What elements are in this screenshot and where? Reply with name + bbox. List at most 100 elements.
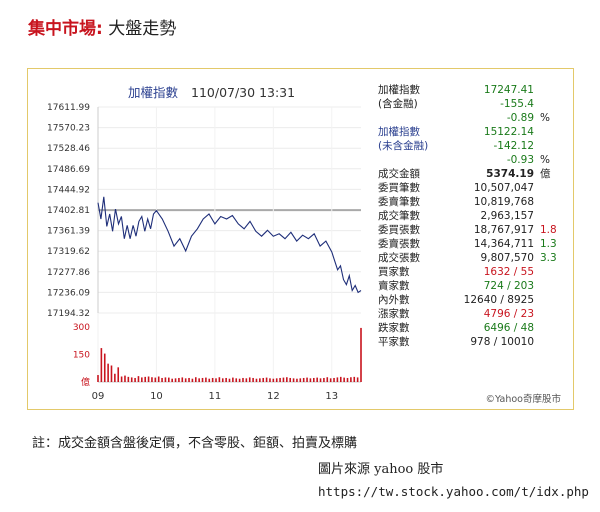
volume-bar — [184, 378, 187, 382]
volume-bar — [326, 377, 329, 382]
volume-bar — [208, 378, 211, 382]
stat-extra: 1.3 — [540, 238, 557, 250]
volume-bar — [329, 378, 332, 382]
stat-row: 買家數 1632 / 55 — [378, 265, 568, 279]
volume-bar — [107, 363, 109, 382]
volume-bar — [286, 377, 288, 382]
stat-value: 18,767,917 — [473, 224, 534, 236]
volume-bar — [299, 378, 302, 382]
stat-value: 978 / 10010 — [470, 336, 534, 348]
stat-label: 漲家數 — [378, 308, 410, 320]
stat-row: 漲家數 4796 / 23 — [378, 307, 568, 321]
index-line — [97, 196, 362, 294]
stat-row: 委賣張數 14,364,711 1.3 — [378, 237, 568, 251]
volume-bar — [302, 377, 305, 382]
volume-bar — [279, 377, 281, 382]
footnote: 註：成交金額含盤後定價，不含零股、鉅額、拍賣及標購 — [32, 436, 358, 451]
volume-bar — [316, 377, 318, 382]
stat-value: 10,507,047 — [473, 182, 534, 194]
stat-value: 9,807,570 — [480, 252, 534, 264]
stat-row: 加權指數 17247.41 — [378, 83, 568, 97]
volume-bar — [178, 377, 180, 382]
y-tick-label: 17528.46 — [47, 144, 90, 154]
y-tick-label: 17486.69 — [47, 165, 90, 175]
y-tick-label: 17194.32 — [47, 309, 90, 319]
stat-row: 成交張數 9,807,570 3.3 — [378, 251, 568, 265]
stat-value: 17247.41 — [483, 84, 534, 96]
stat-label: (未含金融) — [378, 140, 429, 152]
stat-extra: 3.3 — [540, 252, 557, 264]
stat-extra: % — [540, 154, 550, 166]
chart-panel: 加權指數 110/07/30 13:31 17611.99 17570.23 175… — [27, 68, 574, 410]
volume-bar — [211, 377, 214, 382]
volume-bar — [289, 377, 291, 382]
volume-bar — [181, 377, 184, 382]
stat-row: 內外數 12640 / 8925 — [378, 293, 568, 307]
volume-bar — [255, 378, 258, 382]
x-tick-label: 11 — [209, 391, 222, 402]
x-axis-ticks: 09 10 11 12 13 — [92, 391, 339, 402]
volume-bar — [144, 376, 147, 382]
index-series — [97, 196, 362, 294]
stat-label: 委賣張數 — [378, 238, 420, 250]
x-tick-label: 09 — [92, 391, 105, 402]
stat-row: 賣家數 724 / 203 — [378, 279, 568, 293]
x-tick-label: 10 — [150, 391, 163, 402]
volume-bar — [346, 377, 349, 382]
x-tick-label: 13 — [325, 391, 338, 402]
volume-tick-label: 150 — [73, 351, 90, 361]
stat-value: -142.12 — [493, 140, 534, 152]
volume-bar — [356, 377, 359, 382]
stat-value: 10,819,768 — [473, 196, 534, 208]
source-url: https://tw.stock.yahoo.com/t/idx.php — [318, 484, 589, 499]
volume-bar — [117, 367, 120, 382]
stat-label: 成交金額 — [378, 168, 420, 180]
y-tick-label: 17444.92 — [47, 185, 90, 195]
stat-label: 平家數 — [378, 336, 410, 348]
y-tick-label: 17319.62 — [47, 247, 90, 257]
volume-bar — [306, 377, 308, 382]
volume-bar — [110, 365, 113, 382]
volume-bar — [168, 377, 170, 382]
volume-bar — [221, 378, 224, 382]
volume-bar — [103, 353, 106, 382]
stat-extra: 億 — [540, 168, 551, 180]
volume-bar — [242, 377, 244, 382]
volume-tick-label: 300 — [73, 323, 90, 333]
volume-bar — [350, 377, 352, 382]
volume-bar — [339, 376, 342, 382]
volume-bar — [205, 377, 207, 382]
chart-title: 加權指數 — [128, 85, 179, 100]
stat-value: 12640 / 8925 — [463, 294, 534, 306]
volume-bar — [225, 377, 227, 382]
volume-bar — [235, 378, 238, 382]
x-tick-label: 12 — [267, 391, 280, 402]
stat-value: 4796 / 23 — [483, 308, 534, 320]
page-header: 集中市場: 大盤走勢 — [28, 14, 176, 39]
stat-label: 跌家數 — [378, 322, 410, 334]
volume-bar — [141, 377, 143, 382]
volume-bars — [97, 327, 362, 382]
y-tick-label: 17236.09 — [47, 288, 90, 298]
stat-label: 成交張數 — [378, 252, 420, 264]
volume-bar — [259, 378, 261, 382]
volume-bar — [262, 377, 265, 382]
volume-bar — [201, 377, 204, 382]
volume-bar — [282, 377, 285, 382]
stat-row: -0.93% — [378, 153, 568, 167]
y-tick-label: 17570.23 — [47, 124, 90, 134]
stat-value: 14,364,711 — [473, 238, 534, 250]
volume-bar — [218, 377, 221, 382]
stat-row: -0.89% — [378, 111, 568, 125]
stat-row: 成交筆數 2,963,157 — [378, 209, 568, 223]
volume-bar — [127, 376, 130, 382]
volume-bar — [191, 378, 194, 382]
volume-bar — [188, 377, 190, 382]
volume-bar — [215, 378, 217, 382]
stat-label: 成交筆數 — [378, 210, 420, 222]
volume-bar — [319, 378, 322, 382]
volume-bar — [296, 378, 298, 382]
volume-bar — [238, 378, 241, 382]
volume-bar — [275, 378, 278, 382]
stat-row: 平家數 978 / 10010 — [378, 335, 568, 349]
